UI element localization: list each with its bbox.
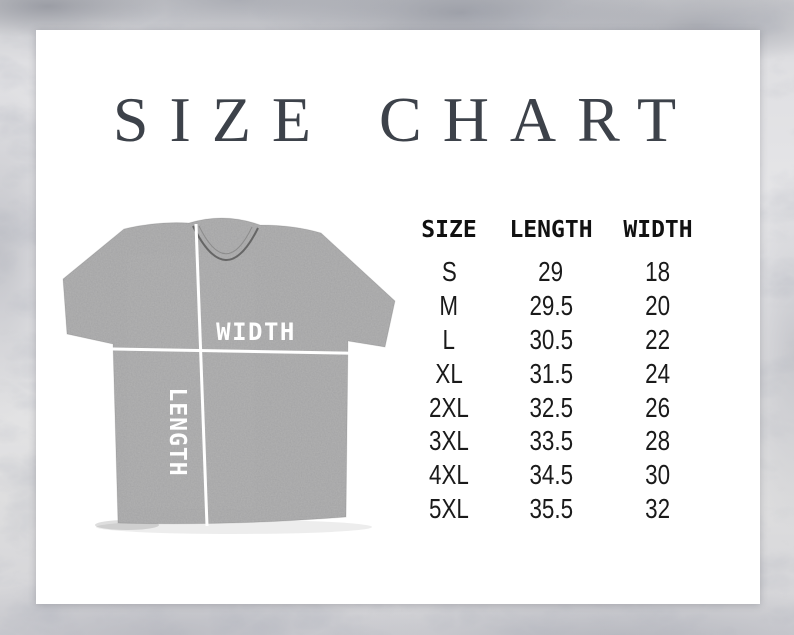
size-value: 4XL xyxy=(429,459,469,491)
width-measure-line xyxy=(57,346,400,356)
tshirt-image: WIDTH LENGTH xyxy=(57,217,400,534)
size-value: 2XL xyxy=(429,391,469,423)
length-value: 29.5 xyxy=(529,289,573,321)
size-value: 3XL xyxy=(429,425,469,457)
size-value: S xyxy=(441,256,457,287)
width-label: WIDTH xyxy=(216,318,296,346)
width-value: 20 xyxy=(645,289,671,321)
heather-noise-light xyxy=(63,217,395,524)
content-card: SIZE CHART xyxy=(36,30,760,604)
column-header-size: SIZE xyxy=(421,217,477,243)
page-title: SIZE CHART xyxy=(112,84,698,155)
width-value: 30 xyxy=(645,459,671,491)
width-value: 32 xyxy=(645,493,671,525)
length-value: 29 xyxy=(538,256,564,287)
size-value: M xyxy=(439,289,459,321)
width-value: 26 xyxy=(645,391,671,423)
width-value: 22 xyxy=(645,323,671,355)
width-value: 18 xyxy=(645,256,671,287)
length-value: 30.5 xyxy=(529,323,573,355)
column-header-width: WIDTH xyxy=(623,217,693,243)
size-value: L xyxy=(442,323,456,355)
length-measure-line xyxy=(194,223,209,527)
size-value: 5XL xyxy=(429,493,469,525)
length-value: 31.5 xyxy=(529,357,573,389)
length-value: 32.5 xyxy=(529,391,573,423)
size-value: XL xyxy=(435,357,463,389)
size-table: SIZE LENGTH WIDTH S 29 18 M 29.5 20 L 30… xyxy=(404,213,708,526)
length-value: 33.5 xyxy=(529,425,573,457)
width-value: 28 xyxy=(645,425,671,457)
length-value: 34.5 xyxy=(529,459,573,491)
length-label: LENGTH xyxy=(164,387,190,476)
length-value: 35.5 xyxy=(529,493,573,525)
column-header-length: LENGTH xyxy=(509,217,593,243)
collar-seam xyxy=(198,225,253,255)
width-value: 24 xyxy=(645,357,671,389)
collar-arc xyxy=(192,225,259,261)
